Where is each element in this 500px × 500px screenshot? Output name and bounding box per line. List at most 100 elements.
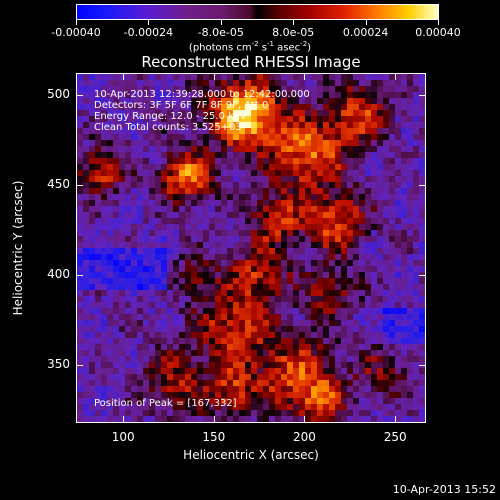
heatmap-cell: [389, 380, 396, 387]
heatmap-cell: [341, 206, 348, 213]
heatmap-cell: [161, 218, 168, 225]
heatmap-cell: [155, 398, 162, 405]
heatmap-cell: [395, 290, 402, 297]
heatmap-cell: [173, 86, 180, 93]
heatmap-cell: [341, 248, 348, 255]
heatmap-cell: [209, 86, 216, 93]
heatmap-cell: [191, 350, 198, 357]
heatmap-cell: [317, 314, 324, 321]
heatmap-cell: [323, 194, 330, 201]
heatmap-cell: [215, 140, 222, 147]
heatmap-cell: [203, 146, 210, 153]
heatmap-cell: [239, 392, 246, 399]
heatmap-cell: [209, 248, 216, 255]
heatmap-cell: [281, 368, 288, 375]
heatmap-cell: [227, 164, 234, 171]
heatmap-cell: [161, 206, 168, 213]
heatmap-cell: [293, 164, 300, 171]
heatmap-cell: [167, 266, 174, 273]
heatmap-cell: [95, 110, 102, 117]
heatmap-cell: [299, 302, 306, 309]
heatmap-cell: [77, 308, 84, 315]
heatmap-cell: [329, 170, 336, 177]
heatmap-cell: [137, 80, 144, 87]
heatmap-cell: [209, 176, 216, 183]
heatmap-cell: [251, 224, 258, 231]
heatmap-cell: [149, 116, 156, 123]
y-axis-tick: [76, 184, 83, 186]
heatmap-cell: [161, 248, 168, 255]
heatmap-cell: [149, 260, 156, 267]
heatmap-cell: [203, 158, 210, 165]
heatmap-cell: [161, 140, 168, 147]
heatmap-cell: [167, 176, 174, 183]
heatmap-cell: [119, 188, 126, 195]
heatmap-cell: [179, 278, 186, 285]
heatmap-cell: [365, 152, 372, 159]
heatmap-cell: [257, 308, 264, 315]
heatmap-cell: [101, 410, 108, 417]
heatmap-cell: [191, 104, 198, 111]
heatmap-cell: [83, 158, 90, 165]
heatmap-cell: [329, 326, 336, 333]
heatmap-cell: [221, 230, 228, 237]
heatmap-cell: [305, 74, 312, 81]
heatmap-cell: [293, 140, 300, 147]
heatmap-cell: [245, 86, 252, 93]
heatmap-cell: [305, 308, 312, 315]
heatmap-cell: [209, 104, 216, 111]
heatmap-cell: [407, 128, 414, 135]
heatmap-cell: [125, 392, 132, 399]
heatmap-cell: [305, 122, 312, 129]
heatmap-cell: [413, 128, 420, 135]
heatmap-cell: [311, 128, 318, 135]
heatmap-cell: [341, 116, 348, 123]
heatmap-cell: [215, 74, 222, 81]
x-axis-tick: [304, 73, 306, 80]
heatmap-cell: [305, 158, 312, 165]
heatmap-cell: [203, 206, 210, 213]
heatmap-cell: [407, 230, 414, 237]
heatmap-cell: [227, 278, 234, 285]
heatmap-cell: [329, 362, 336, 369]
heatmap-cell: [401, 296, 408, 303]
image-plot[interactable]: 10-Apr-2013 12:39:28.000 to 12:42:00.000…: [76, 73, 426, 423]
heatmap-cell: [305, 146, 312, 153]
heatmap-cell: [131, 98, 138, 105]
heatmap-cell: [419, 146, 425, 153]
heatmap-cell: [311, 86, 318, 93]
heatmap-cell: [293, 320, 300, 327]
heatmap-cell: [257, 374, 264, 381]
heatmap-cell: [203, 374, 210, 381]
heatmap-cell: [347, 284, 354, 291]
heatmap-cell: [371, 158, 378, 165]
heatmap-cell: [191, 152, 198, 159]
heatmap-cell: [281, 218, 288, 225]
heatmap-cell: [107, 254, 114, 261]
heatmap-cell: [257, 188, 264, 195]
heatmap-cell: [239, 188, 246, 195]
heatmap-cell: [233, 350, 240, 357]
heatmap-cell: [299, 230, 306, 237]
heatmap-cell: [89, 392, 96, 399]
heatmap-cell: [119, 350, 126, 357]
heatmap-cell: [245, 308, 252, 315]
heatmap-cell: [359, 194, 366, 201]
heatmap-cell: [89, 332, 96, 339]
heatmap-cell: [287, 206, 294, 213]
heatmap-cell: [287, 92, 294, 99]
heatmap-cell: [299, 398, 306, 405]
heatmap-cell: [287, 128, 294, 135]
heatmap-cell: [287, 296, 294, 303]
heatmap-cell: [299, 314, 306, 321]
heatmap-cell: [95, 380, 102, 387]
heatmap-cell: [407, 284, 414, 291]
heatmap-cell: [131, 290, 138, 297]
heatmap-cell: [149, 380, 156, 387]
heatmap-cell: [359, 296, 366, 303]
heatmap-cell: [155, 350, 162, 357]
heatmap-cell: [95, 302, 102, 309]
heatmap-cell: [89, 194, 96, 201]
heatmap-cell: [281, 278, 288, 285]
heatmap-cell: [227, 248, 234, 255]
